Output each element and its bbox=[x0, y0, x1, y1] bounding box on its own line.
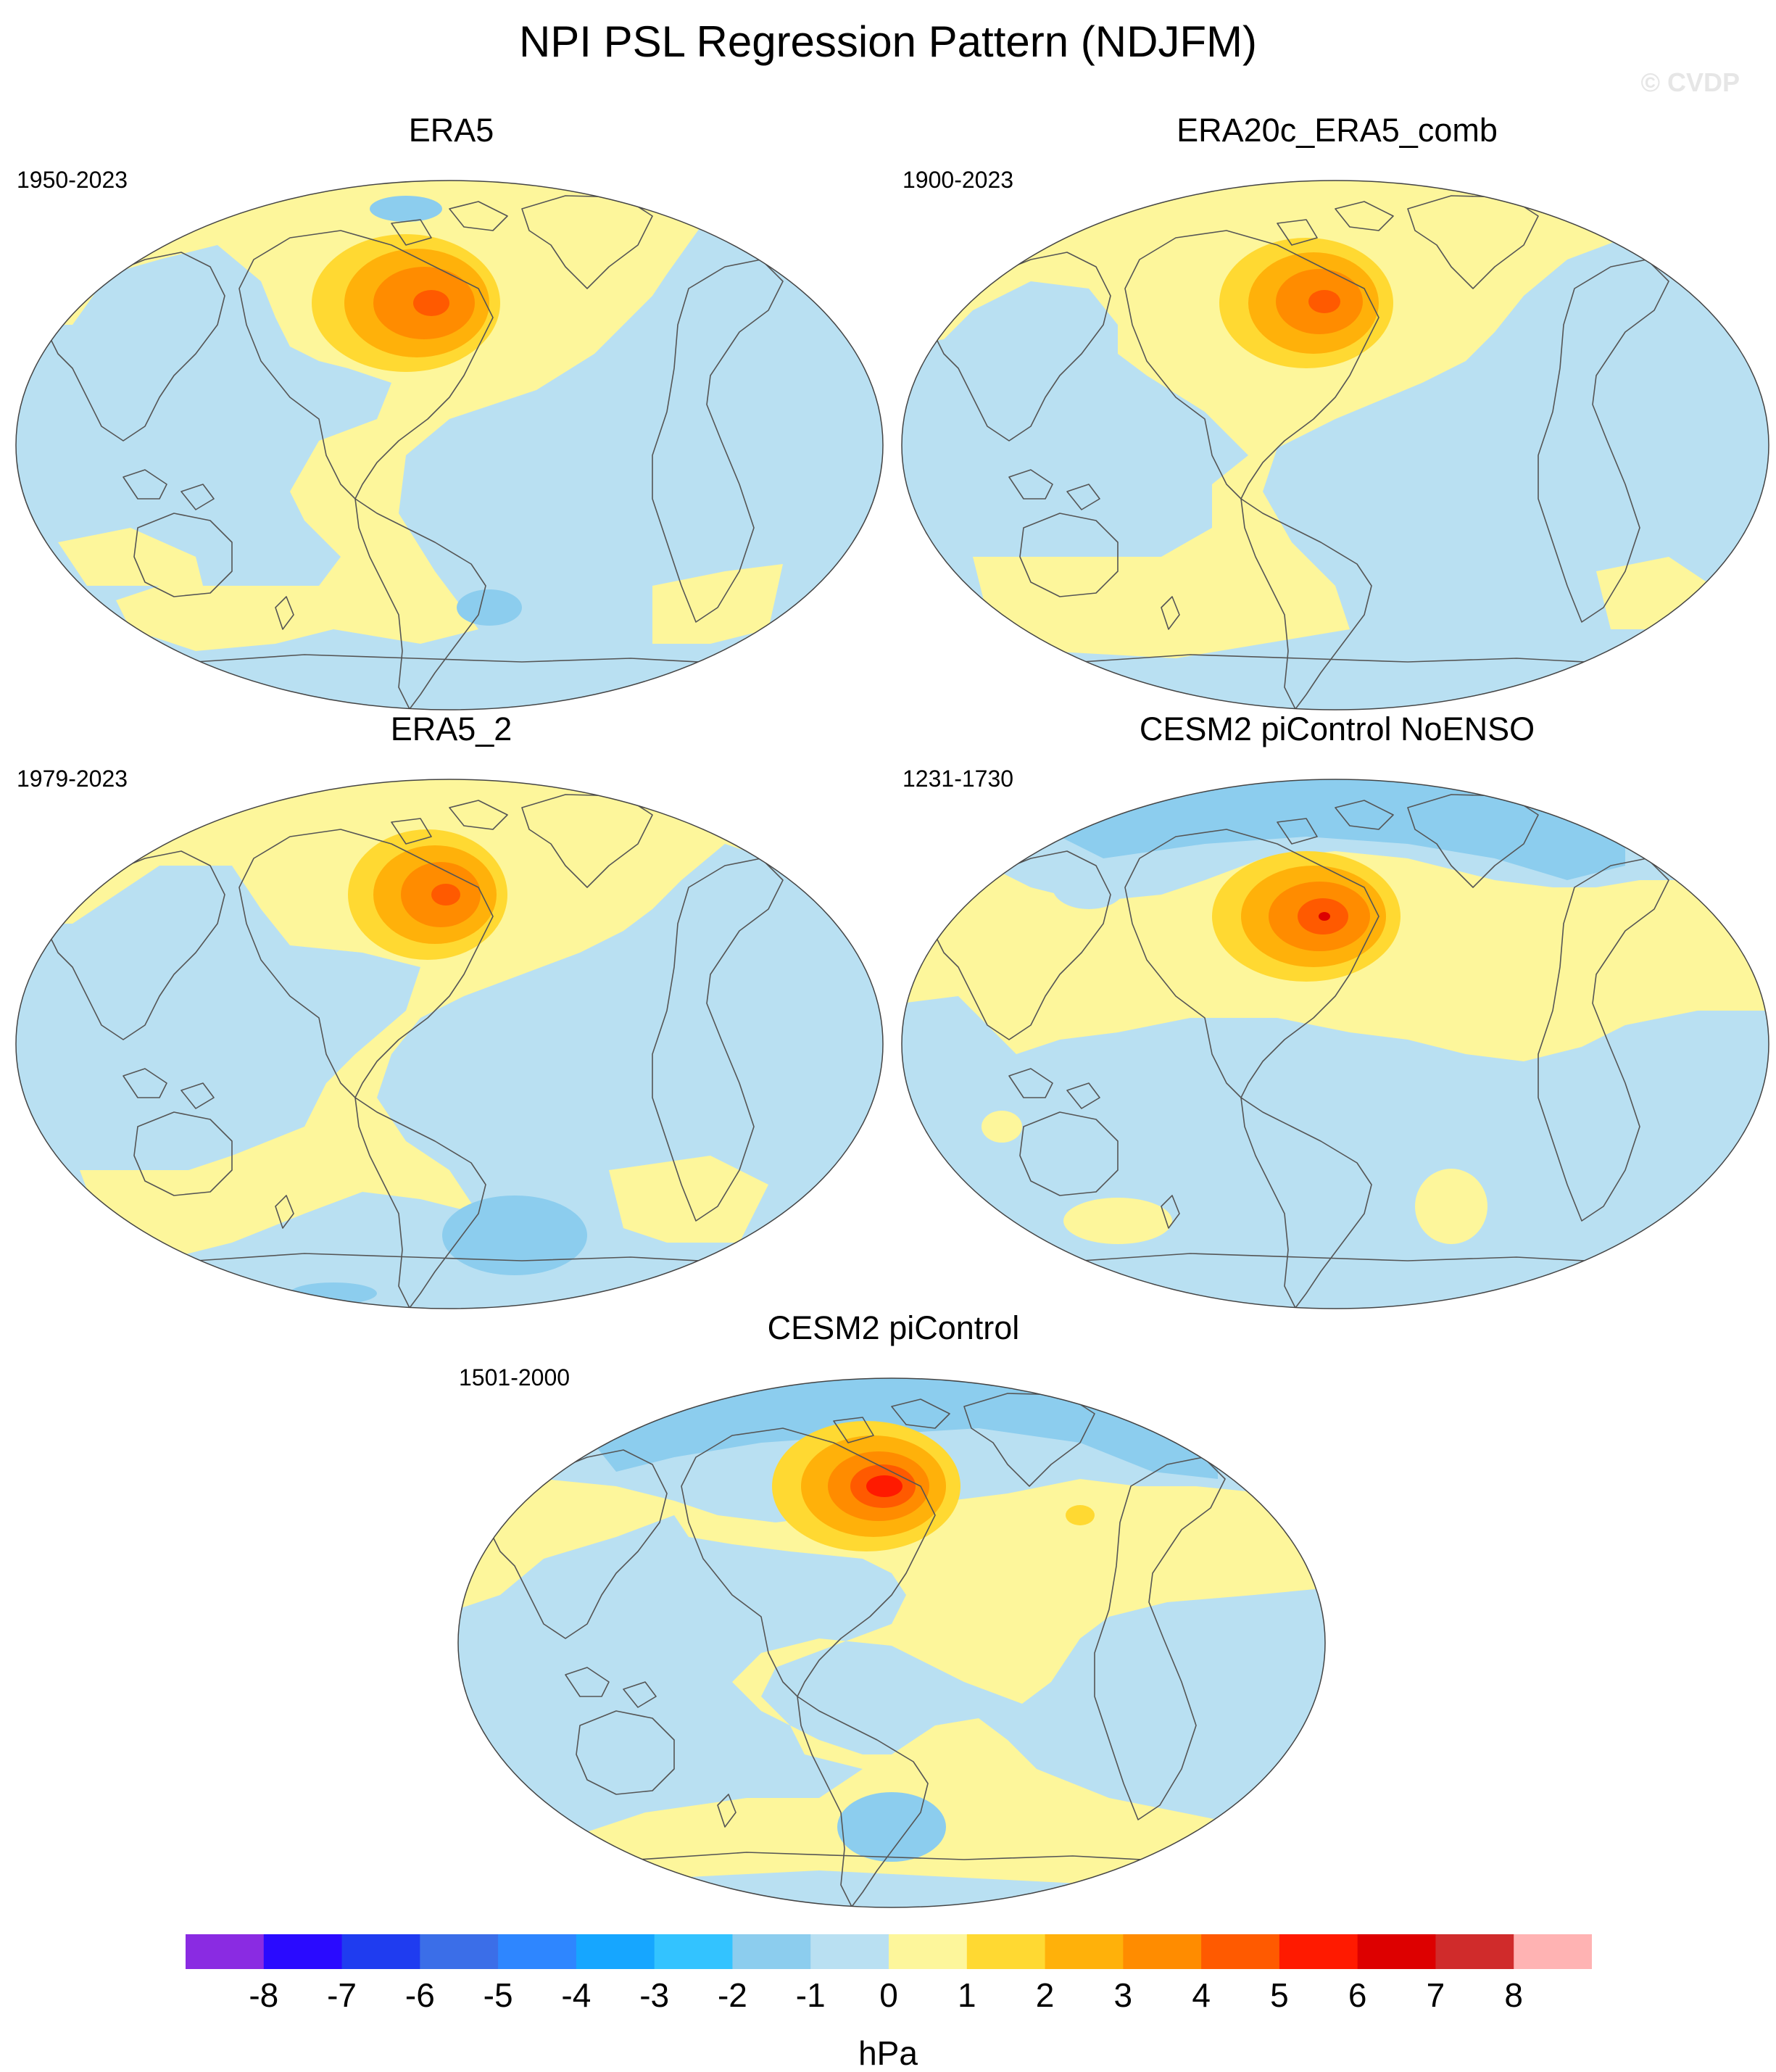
panel-title: ERA20c_ERA5_comb bbox=[1177, 112, 1498, 149]
colorbar-swatch bbox=[966, 1934, 1046, 1969]
map-era5 bbox=[15, 180, 884, 710]
colorbar-tick-label: 1 bbox=[957, 1976, 976, 2014]
colorbar-swatch bbox=[1279, 1934, 1358, 1969]
colorbar-tick-label: -5 bbox=[483, 1976, 513, 2014]
watermark: © CVDP bbox=[1640, 67, 1740, 97]
panel-title: CESM2 piControl NoENSO bbox=[1139, 710, 1535, 747]
colorbar-tick-label: 6 bbox=[1348, 1976, 1367, 2014]
panel-title: CESM2 piControl bbox=[767, 1309, 1020, 1346]
colorbar-tick-label: 8 bbox=[1504, 1976, 1524, 2014]
colorbar-swatch bbox=[498, 1934, 577, 1969]
panel-era20c: ERA20c_ERA5_comb 1900-2023 bbox=[900, 109, 1774, 732]
colorbar-swatch bbox=[1514, 1934, 1593, 1969]
colorbar-swatch bbox=[341, 1934, 420, 1969]
colorbar-swatch bbox=[1045, 1934, 1124, 1969]
colorbar-tick-label: 3 bbox=[1113, 1976, 1133, 2014]
panel-period: 1950-2023 bbox=[17, 167, 128, 193]
colorbar-swatch bbox=[654, 1934, 733, 1969]
colorbar-tick-label: 4 bbox=[1192, 1976, 1211, 2014]
colorbar-swatches bbox=[186, 1934, 1593, 1969]
colorbar-tick-label: 2 bbox=[1035, 1976, 1055, 2014]
colorbar-swatch bbox=[420, 1934, 499, 1969]
colorbar-swatch bbox=[889, 1934, 968, 1969]
colorbar-tick-label: -8 bbox=[249, 1976, 279, 2014]
colorbar-tick-label: -4 bbox=[561, 1976, 592, 2014]
colorbar-swatch bbox=[1201, 1934, 1280, 1969]
colorbar-swatch bbox=[1435, 1934, 1514, 1969]
panel-era5-2: ERA5_2 1979-2023 bbox=[14, 708, 888, 1331]
colorbar-swatch bbox=[1357, 1934, 1436, 1969]
map-era5-2 bbox=[15, 779, 884, 1309]
colorbar-tick-label: 7 bbox=[1426, 1976, 1445, 2014]
panel-period: 1501-2000 bbox=[459, 1364, 570, 1391]
colorbar-unit: hPa bbox=[858, 2034, 918, 2072]
panel-era5: ERA5 1950-2023 bbox=[14, 109, 888, 732]
panel-period: 1979-2023 bbox=[17, 766, 128, 792]
colorbar-swatch bbox=[186, 1934, 265, 1969]
colorbar-tick-label: -6 bbox=[404, 1976, 435, 2014]
colorbar-tick-label: -2 bbox=[717, 1976, 747, 2014]
colorbar-swatch bbox=[1123, 1934, 1202, 1969]
panel-cesm2-noenso: CESM2 piControl NoENSO 1231-1730 bbox=[900, 708, 1774, 1331]
figure-title: NPI PSL Regression Pattern (NDJFM) bbox=[518, 17, 1258, 66]
map-era20c bbox=[901, 180, 1769, 710]
map-cesm2-noenso bbox=[901, 779, 1769, 1309]
panel-period: 1900-2023 bbox=[902, 167, 1014, 193]
colorbar-tick-label: -3 bbox=[639, 1976, 670, 2014]
colorbar-tick-label: -7 bbox=[327, 1976, 357, 2014]
colorbar bbox=[186, 1934, 1593, 1974]
panel-cesm2: CESM2 piControl 1501-2000 bbox=[457, 1306, 1330, 1930]
colorbar-swatch bbox=[576, 1934, 655, 1969]
panel-period: 1231-1730 bbox=[902, 766, 1014, 792]
map-cesm2 bbox=[457, 1377, 1326, 1908]
colorbar-tick-label: 5 bbox=[1270, 1976, 1289, 2014]
colorbar-tick-label: -1 bbox=[795, 1976, 826, 2014]
panel-title: ERA5 bbox=[408, 112, 494, 149]
colorbar-swatch bbox=[810, 1934, 889, 1969]
colorbar-swatch bbox=[263, 1934, 343, 1969]
colorbar-swatch bbox=[732, 1934, 811, 1969]
colorbar-tick-label: 0 bbox=[879, 1976, 898, 2014]
panel-title: ERA5_2 bbox=[390, 710, 513, 747]
